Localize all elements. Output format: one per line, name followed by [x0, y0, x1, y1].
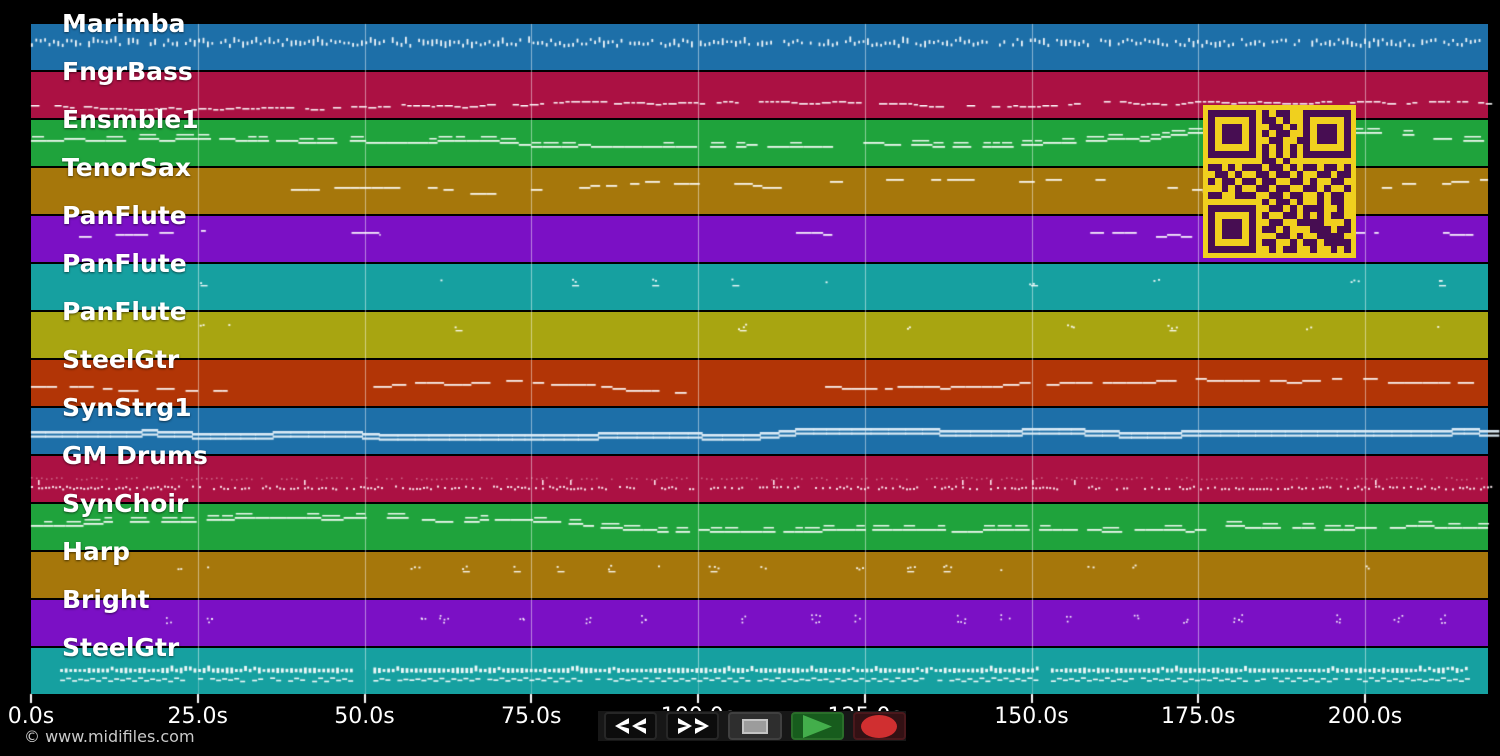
fast-forward-icon: [675, 717, 711, 735]
track-label-6: PanFlute: [62, 249, 187, 278]
tick-label-200.0s: 200.0s: [1327, 704, 1403, 729]
stop-icon: [742, 718, 768, 734]
track-label-14: SteelGtr: [62, 633, 180, 662]
tick-label-50.0s: 50.0s: [334, 704, 395, 729]
tick-label-0.0s: 0.0s: [7, 704, 55, 729]
tick-label-150.0s: 150.0s: [994, 704, 1069, 729]
track-label-5: PanFlute: [62, 201, 187, 230]
track-label-7: PanFlute: [62, 297, 187, 326]
track-label-2: FngrBass: [62, 57, 193, 86]
tick-label-75.0s: 75.0s: [501, 704, 562, 729]
rewind-button[interactable]: [604, 712, 658, 740]
track-label-4: TenorSax: [62, 153, 191, 182]
record-icon: [861, 714, 898, 738]
playback-controls: [598, 711, 907, 741]
stop-button[interactable]: [728, 712, 782, 740]
track-label-9: SynStrg1: [62, 393, 192, 422]
tick-label-25.0s: 25.0s: [167, 704, 228, 729]
track-label-12: Harp: [62, 537, 131, 566]
play-icon: [800, 714, 834, 739]
fast-forward-button[interactable]: [666, 712, 720, 740]
qr-code: [1203, 105, 1356, 258]
track-label-10: GM Drums: [62, 441, 208, 470]
tick-label-175.0s: 175.0s: [1161, 704, 1236, 729]
record-button[interactable]: [852, 712, 907, 740]
copyright: © www.midifiles.com: [24, 727, 195, 746]
track-label-3: Ensmble1: [62, 105, 199, 134]
rewind-icon: [613, 717, 649, 735]
track-label-11: SynChoir: [62, 489, 189, 518]
track-label-13: Bright: [62, 585, 150, 614]
play-button[interactable]: [790, 712, 844, 740]
track-label-8: SteelGtr: [62, 345, 180, 374]
track-label-1: Marimba: [62, 9, 186, 38]
